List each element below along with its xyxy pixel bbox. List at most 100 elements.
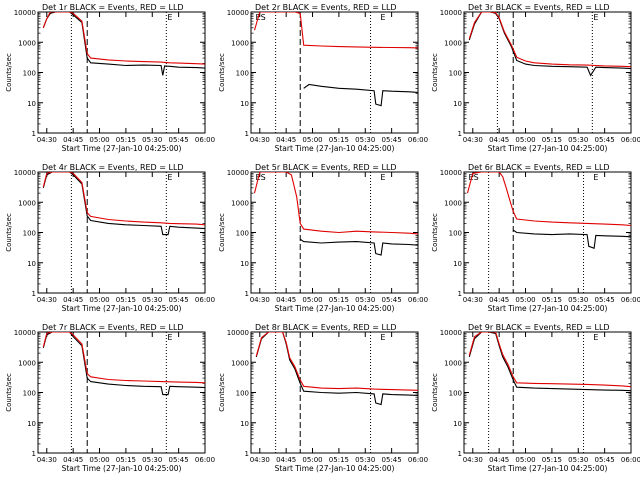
marker-label: E	[593, 13, 598, 22]
x-tick-label: 05:45	[382, 296, 402, 304]
x-tick-label: 06:00	[408, 136, 428, 144]
series-events-line	[42, 332, 205, 396]
y-tick-label: 10	[453, 100, 462, 108]
y-tick-label: 100	[23, 70, 36, 78]
y-tick-label: 1000	[444, 39, 462, 47]
x-tick-label: 05:45	[169, 456, 189, 464]
chart-title: Det 4r BLACK = Events, RED = LLD	[42, 163, 184, 172]
x-tick-label: 04:45	[276, 296, 296, 304]
x-tick-label: 06:00	[621, 296, 640, 304]
plot-frame	[463, 11, 632, 134]
x-tick-label: 06:00	[621, 136, 640, 144]
chart-title: Det 3r BLACK = Events, RED = LLD	[468, 3, 610, 12]
x-tick-label: 05:15	[116, 296, 136, 304]
chart-panel-5: Det 5r BLACK = Events, RED = LLD 1 10 100 10…	[218, 163, 428, 313]
x-tick-label: 05:45	[595, 136, 615, 144]
x-tick-label: 04:45	[489, 296, 509, 304]
x-tick-label: 05:45	[169, 296, 189, 304]
series-lld-line	[468, 332, 631, 388]
x-tick-label: 06:00	[621, 456, 640, 464]
y-tick-label: 1	[32, 130, 36, 138]
plot-frame	[37, 171, 206, 294]
y-axis-label: Counts/sec	[431, 213, 439, 252]
y-axis-label: Counts/sec	[431, 373, 439, 412]
y-tick-label: 1000	[231, 199, 249, 207]
x-tick-label: 04:45	[489, 136, 509, 144]
x-tick-label: 05:00	[89, 456, 109, 464]
x-tick-label: 05:45	[382, 136, 402, 144]
x-tick-label: 06:00	[408, 456, 428, 464]
y-tick-label: 10	[240, 100, 249, 108]
x-tick-label: 05:15	[116, 456, 136, 464]
x-axis-label: Start Time (27-Jan-10 04:25:00)	[488, 144, 608, 153]
chart-panel-8: Det 8r BLACK = Events, RED = LLD 1 10 100 10…	[218, 323, 428, 473]
y-tick-label: 1000	[444, 359, 462, 367]
chart-title: Det 5r BLACK = Events, RED = LLD	[255, 163, 397, 172]
x-tick-label: 06:00	[195, 136, 215, 144]
x-tick-label: 05:15	[542, 296, 562, 304]
series-events-line	[299, 238, 418, 256]
x-tick-label: 04:30	[37, 136, 57, 144]
marker-label: E	[167, 173, 172, 182]
x-tick-label: 05:00	[302, 136, 322, 144]
series-events-line	[303, 83, 418, 107]
x-tick-label: 05:15	[116, 136, 136, 144]
chart-title: Det 7r BLACK = Events, RED = LLD	[42, 323, 184, 332]
x-tick-label: 05:30	[568, 456, 588, 464]
x-tick-label: 05:30	[142, 296, 162, 304]
series-lld-line	[255, 332, 418, 391]
series-lld-line	[253, 12, 418, 49]
x-axis-label: Start Time (27-Jan-10 04:25:00)	[488, 304, 608, 313]
chart-title: Det 1r BLACK = Events, RED = LLD	[42, 3, 184, 12]
x-tick-label: 05:00	[515, 296, 535, 304]
marker-label: E	[380, 13, 385, 22]
marker-label: E	[593, 333, 598, 342]
x-tick-label: 05:00	[89, 296, 109, 304]
marker-label: E	[380, 173, 385, 182]
y-tick-label: 10000	[227, 329, 249, 337]
x-axis-label: Start Time (27-Jan-10 04:25:00)	[275, 304, 395, 313]
y-tick-label: 10000	[440, 329, 462, 337]
x-tick-label: 04:45	[63, 456, 83, 464]
x-axis-label: Start Time (27-Jan-10 04:25:00)	[62, 464, 182, 473]
y-tick-label: 10	[240, 260, 249, 268]
series-events-line	[512, 229, 631, 250]
marker-label: ES	[256, 173, 266, 182]
y-axis-label: Counts/sec	[5, 213, 13, 252]
x-tick-label: 05:45	[595, 456, 615, 464]
marker-label: ES	[256, 13, 266, 22]
marker-label: E	[167, 333, 172, 342]
chart-panel-7: Det 7r BLACK = Events, RED = LLD 1 10 100 10…	[5, 323, 215, 473]
chart-panel-4: Det 4r BLACK = Events, RED = LLD 1 10 100 10…	[5, 163, 215, 313]
y-tick-label: 1	[32, 450, 36, 458]
y-tick-label: 1000	[231, 359, 249, 367]
y-tick-label: 1000	[18, 39, 36, 47]
chart-title: Det 2r BLACK = Events, RED = LLD	[255, 3, 397, 12]
y-tick-label: 1	[458, 450, 462, 458]
y-axis-label: Counts/sec	[218, 373, 226, 412]
y-axis-label: Counts/sec	[218, 53, 226, 92]
y-tick-label: 100	[236, 390, 249, 398]
marker-label: ES	[469, 173, 479, 182]
y-tick-label: 1	[245, 290, 249, 298]
x-tick-label: 05:15	[542, 456, 562, 464]
x-axis-label: Start Time (27-Jan-10 04:25:00)	[62, 144, 182, 153]
chart-panel-1: Det 1r BLACK = Events, RED = LLD 1 10 100 10…	[5, 3, 215, 153]
y-axis-label: Counts/sec	[5, 373, 13, 412]
y-tick-label: 1	[245, 450, 249, 458]
x-tick-label: 05:30	[142, 456, 162, 464]
chart-title: Det 8r BLACK = Events, RED = LLD	[255, 323, 397, 332]
y-tick-label: 10	[27, 420, 36, 428]
x-tick-label: 05:15	[329, 296, 349, 304]
x-tick-label: 05:00	[302, 296, 322, 304]
y-tick-label: 100	[23, 390, 36, 398]
y-tick-label: 1000	[231, 39, 249, 47]
y-tick-label: 1	[458, 290, 462, 298]
x-tick-label: 04:30	[250, 296, 270, 304]
series-lld-line	[42, 12, 205, 65]
x-tick-label: 05:30	[568, 136, 588, 144]
x-axis-label: Start Time (27-Jan-10 04:25:00)	[275, 144, 395, 153]
y-tick-label: 10000	[227, 169, 249, 177]
x-tick-label: 06:00	[195, 296, 215, 304]
x-tick-label: 04:45	[489, 456, 509, 464]
